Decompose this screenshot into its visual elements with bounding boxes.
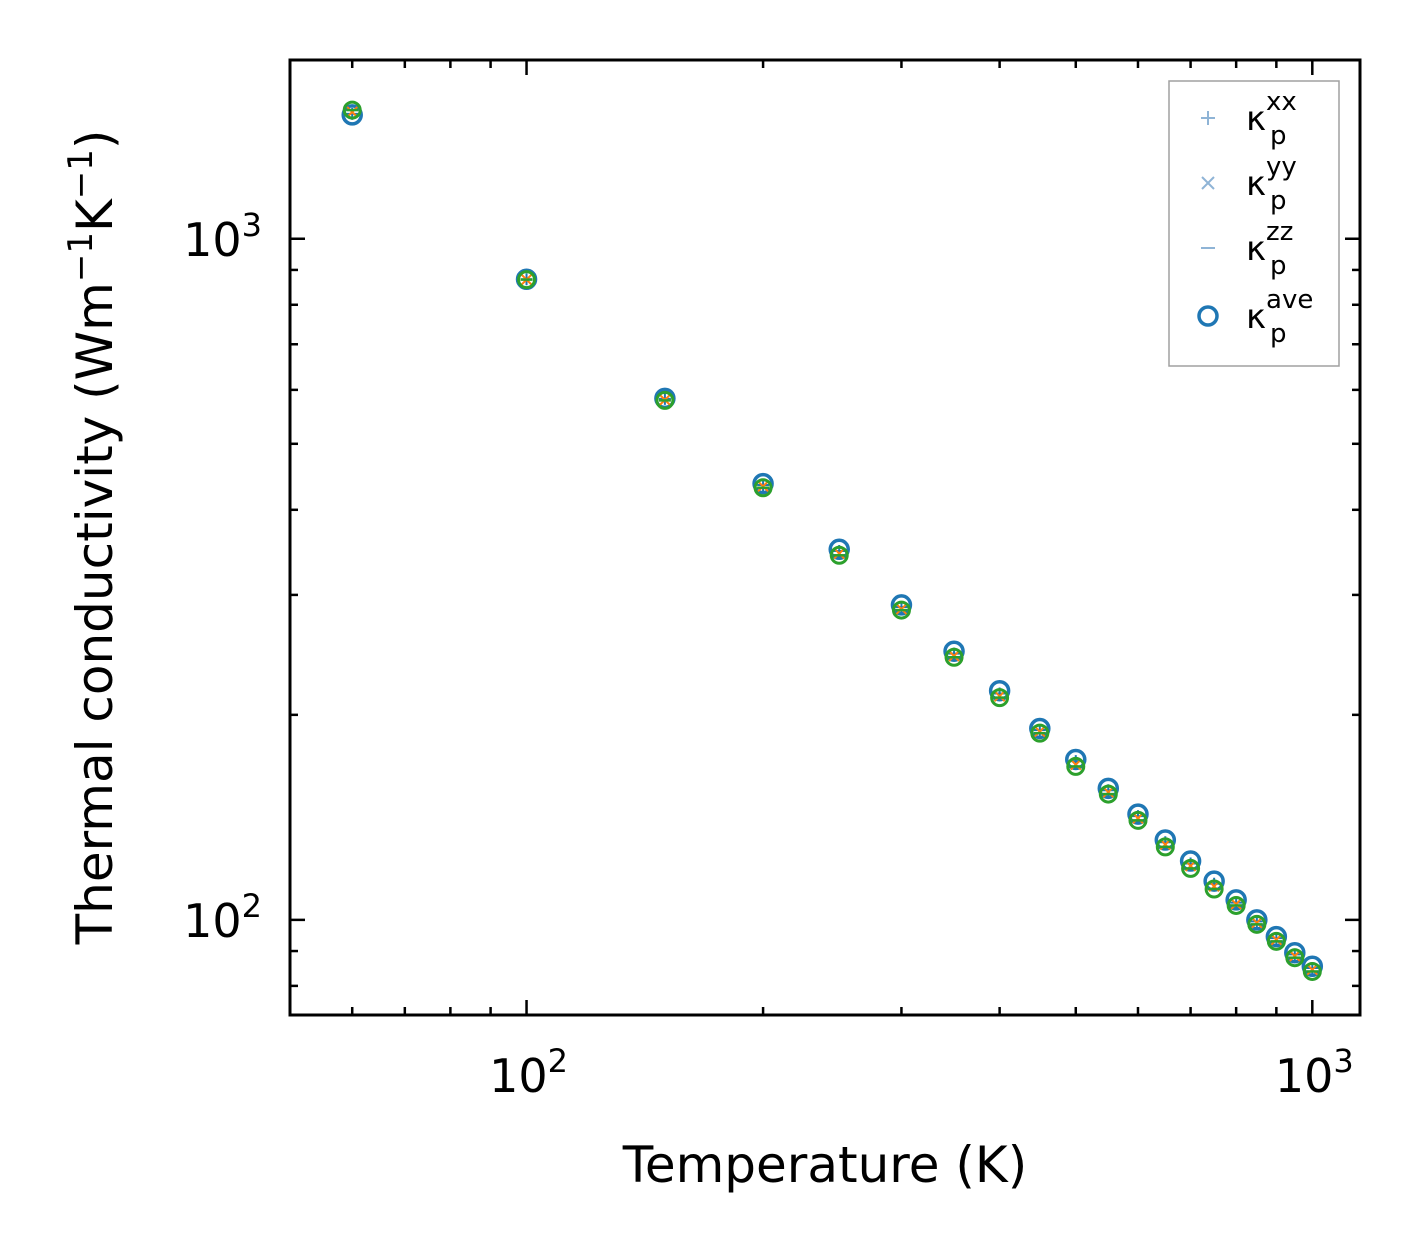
data-point-ring xyxy=(517,270,537,290)
data-point-ring xyxy=(990,688,1010,708)
legend-box xyxy=(1168,80,1340,367)
data-point xyxy=(752,472,774,495)
x-axis-label: Temperature (K) xyxy=(622,1136,1027,1194)
data-point xyxy=(1065,748,1087,771)
data-point xyxy=(943,640,965,662)
data-point xyxy=(1251,917,1263,929)
data-point xyxy=(1306,963,1319,976)
y-tick-label: 103 xyxy=(183,206,262,267)
data-point-ring xyxy=(891,600,911,620)
x-tick-label: 102 xyxy=(489,1042,568,1103)
data-point xyxy=(988,679,1011,702)
data-point xyxy=(993,690,1006,702)
legend-item: κxx p xyxy=(1201,87,1297,151)
data-point xyxy=(1270,934,1283,946)
legend-label: κave p xyxy=(1246,285,1313,349)
data-point xyxy=(1246,909,1268,931)
data-point-ring xyxy=(655,390,675,410)
data-point xyxy=(833,547,845,560)
data-point xyxy=(1034,725,1046,738)
data-point-ring xyxy=(753,478,773,498)
data-point-ring xyxy=(1030,723,1050,743)
data-point-ring xyxy=(1098,784,1118,804)
data-point xyxy=(1284,941,1306,964)
data-point xyxy=(1179,850,1202,872)
y-tick-label: 102 xyxy=(183,887,262,948)
legend-marker xyxy=(1201,111,1215,125)
data-point xyxy=(1029,717,1051,740)
data-point-ring xyxy=(1204,879,1224,899)
tick-labels-layer: 102 103 102 103 xyxy=(183,206,1354,1103)
x-tick-label: 103 xyxy=(1275,1042,1354,1103)
data-point-ring xyxy=(1066,756,1086,776)
data-points-layer xyxy=(341,100,1324,981)
legend-label: κzz p xyxy=(1246,217,1293,281)
data-point-ring xyxy=(1226,895,1246,915)
data-point xyxy=(757,480,769,493)
data-point-ring xyxy=(1302,961,1322,981)
y-axis-label: Thermal conductivity (Wm−1K−1) xyxy=(61,130,124,946)
data-point-ring xyxy=(342,100,362,120)
data-point xyxy=(1097,777,1120,800)
data-point xyxy=(341,104,363,126)
legend-marker xyxy=(1201,176,1215,190)
data-point xyxy=(1070,758,1082,771)
data-point xyxy=(1102,786,1114,798)
data-point xyxy=(1225,889,1247,911)
data-point xyxy=(828,538,850,561)
data-point xyxy=(1230,898,1242,910)
data-point xyxy=(1127,803,1149,825)
data-point-ring xyxy=(1128,810,1148,830)
data-point-ring xyxy=(829,545,849,565)
data-point-ring xyxy=(1285,948,1305,968)
data-point xyxy=(1154,829,1177,851)
data-point xyxy=(346,106,358,118)
data-point xyxy=(1301,955,1324,977)
data-point xyxy=(890,594,913,616)
data-point xyxy=(1289,950,1301,962)
data-point-ring xyxy=(1181,858,1201,878)
legend-label: κyy p xyxy=(1246,152,1297,216)
data-point-ring xyxy=(1155,837,1175,857)
legend-item: κyy p xyxy=(1201,152,1297,216)
data-point-ring xyxy=(1266,931,1286,951)
plot-frame xyxy=(288,58,1362,1017)
legend-item: κzz p xyxy=(1201,217,1293,281)
legend-label: κxx p xyxy=(1246,87,1297,151)
legend-item: κave p xyxy=(1197,285,1313,349)
data-point xyxy=(1265,925,1288,948)
data-point-ring xyxy=(944,647,964,667)
legend-marker xyxy=(1197,305,1219,327)
data-point-ring xyxy=(1247,914,1267,934)
